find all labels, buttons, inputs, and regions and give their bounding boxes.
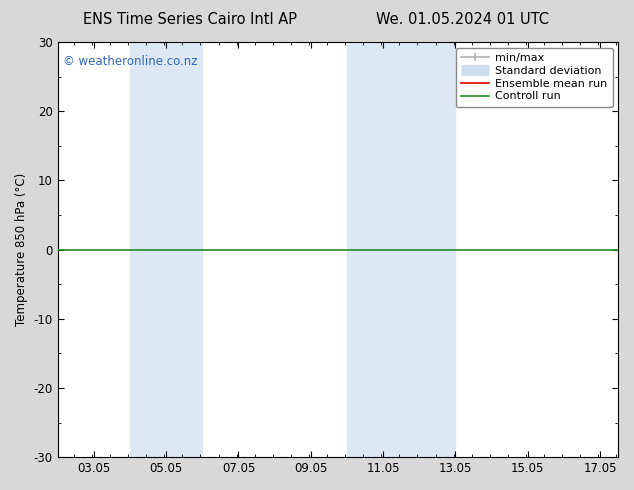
Text: ENS Time Series Cairo Intl AP: ENS Time Series Cairo Intl AP <box>83 12 297 27</box>
Text: We. 01.05.2024 01 UTC: We. 01.05.2024 01 UTC <box>377 12 549 27</box>
Bar <box>347 42 455 457</box>
Bar <box>130 42 202 457</box>
Legend: min/max, Standard deviation, Ensemble mean run, Controll run: min/max, Standard deviation, Ensemble me… <box>456 48 612 107</box>
Y-axis label: Temperature 850 hPa (°C): Temperature 850 hPa (°C) <box>15 173 28 326</box>
Text: © weatheronline.co.nz: © weatheronline.co.nz <box>63 54 198 68</box>
